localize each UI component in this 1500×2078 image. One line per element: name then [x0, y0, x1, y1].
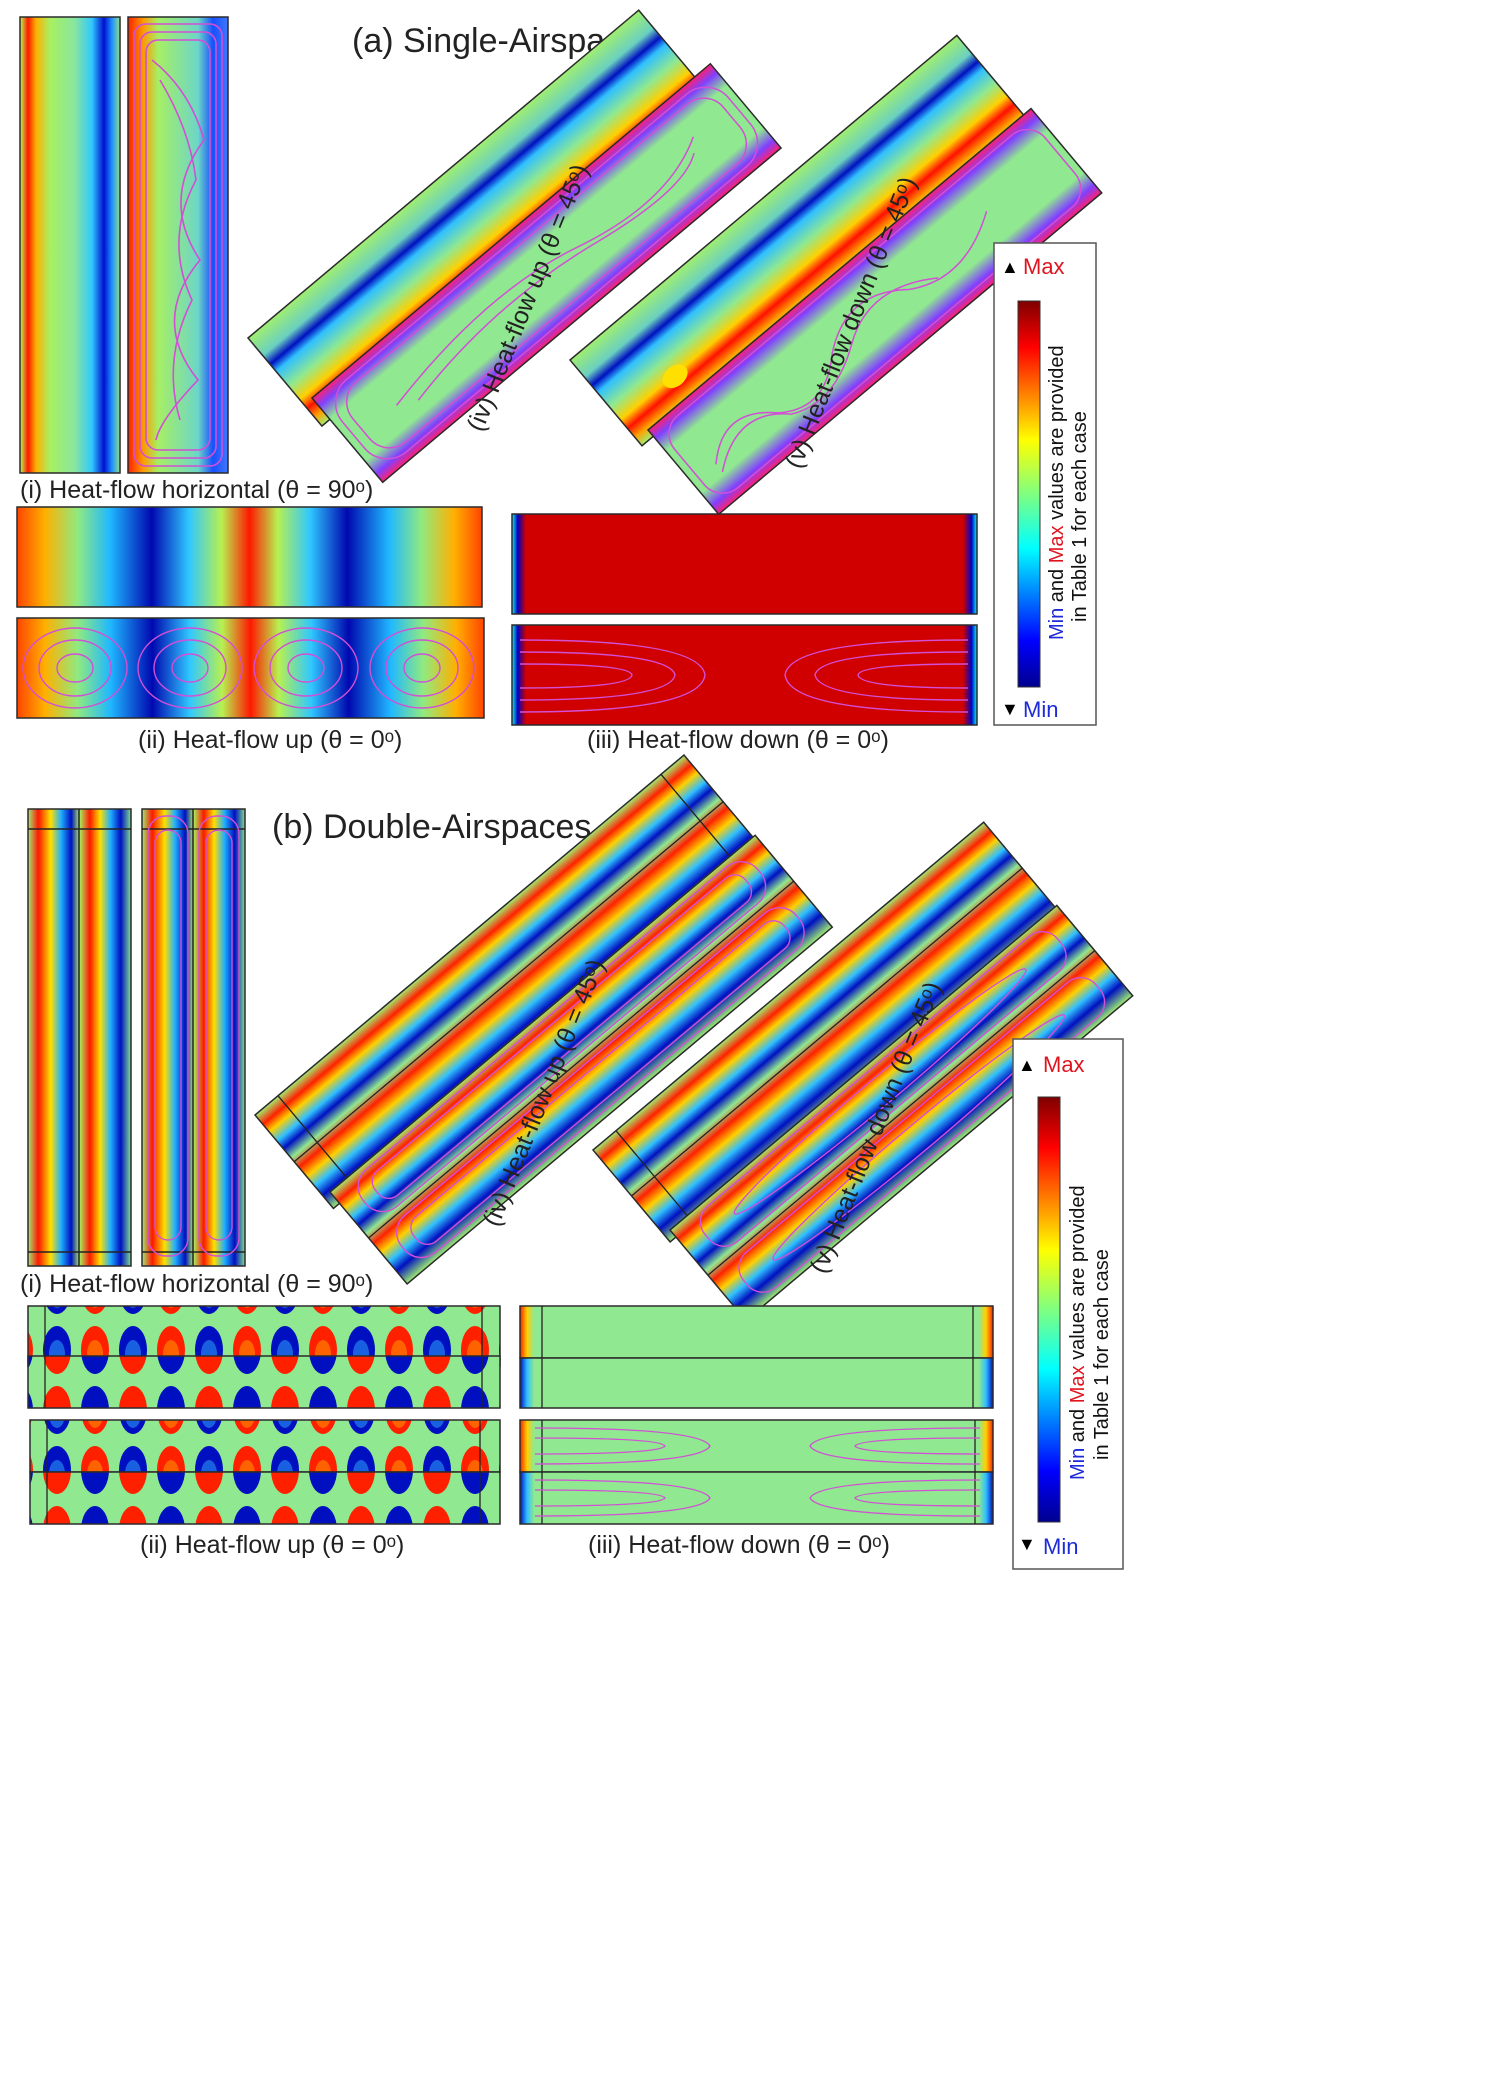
- panel-b-iii-temperature-upper: [519, 1305, 994, 1359]
- legend-b-box: [1012, 1038, 1124, 1570]
- legend-b-note-rest: values are provided: [1067, 1185, 1089, 1365]
- legend-a-note-and: and: [1046, 563, 1068, 607]
- panel-b-v: (v) Heat-flow down (θ = 45ᵒ): [591, 821, 1134, 1322]
- panel-a-ii-caption: (ii) Heat-flow up (θ = 0ᵒ): [138, 726, 402, 754]
- panel-a-i-caption: (i) Heat-flow horizontal (θ = 90ᵒ): [20, 476, 373, 504]
- panel-a-ii-cells: [22, 627, 475, 709]
- panel-b-iii-caption: (iii) Heat-flow down (θ = 0ᵒ): [588, 1531, 890, 1559]
- panel-b-iii-streamlines-upper: [519, 1419, 994, 1473]
- legend-a: ▲ Max ▼ Min Min and Max values are provi…: [993, 242, 1097, 726]
- legend-a-min-arrow: ▼: [1001, 699, 1019, 719]
- legend-b-note-line2: in Table 1 for each case: [1091, 1249, 1113, 1460]
- panel-a-iii-temperature: [511, 513, 978, 615]
- legend-b: ▲ Max ▼ Min Min and Max values are provi…: [1012, 1038, 1124, 1570]
- legend-a-note-line1: Min and Max values are provided: [1046, 345, 1068, 640]
- panel-b-iii-temperature-lower: [519, 1357, 994, 1409]
- legend-a-note-line2: in Table 1 for each case: [1069, 411, 1091, 622]
- legend-b-note-line1: Min and Max values are provided: [1067, 1185, 1089, 1480]
- legend-a-colorbar: [1017, 300, 1041, 688]
- panel-b-ii-streamlines-lower: [29, 1471, 501, 1525]
- section-b-title: (b) Double-Airspaces: [272, 808, 591, 846]
- panel-a-ii-temperature: [16, 506, 483, 608]
- panel-b-i-caption: (i) Heat-flow horizontal (θ = 90ᵒ): [20, 1270, 373, 1298]
- legend-b-note-max: Max: [1067, 1365, 1089, 1403]
- panel-b-i: (i) Heat-flow horizontal (θ = 90ᵒ): [20, 808, 373, 1298]
- panel-a-ii: (ii) Heat-flow up (θ = 0ᵒ): [16, 506, 485, 754]
- legend-a-max-arrow: ▲: [1001, 257, 1019, 277]
- legend-b-note-min: Min: [1067, 1448, 1089, 1480]
- legend-a-note-max: Max: [1046, 525, 1068, 563]
- panel-a-i-streamlines: [127, 16, 229, 474]
- panel-b-iv: (iv) Heat-flow up (θ = 45ᵒ): [253, 753, 834, 1285]
- legend-b-note-and: and: [1067, 1403, 1089, 1447]
- panel-a-iii: (iii) Heat-flow down (θ = 0ᵒ): [511, 513, 978, 754]
- panel-a-i-streamline-set: [133, 23, 223, 467]
- panel-b-iii: (iii) Heat-flow down (θ = 0ᵒ): [519, 1305, 994, 1559]
- panel-a-i-temperature: [19, 16, 121, 474]
- panel-b-ii: (ii) Heat-flow up (θ = 0ᵒ): [27, 1305, 501, 1559]
- panel-b-iii-streamlines-lower: [519, 1471, 994, 1525]
- panel-b-ii-caption: (ii) Heat-flow up (θ = 0ᵒ): [140, 1531, 404, 1559]
- legend-b-min-arrow: ▼: [1018, 1534, 1036, 1554]
- panel-b-ii-streamlines-upper: [29, 1419, 501, 1473]
- panel-a-iii-caption: (iii) Heat-flow down (θ = 0ᵒ): [587, 726, 889, 754]
- legend-b-colorbar: [1037, 1096, 1061, 1523]
- legend-a-min-label: Min: [1023, 697, 1058, 722]
- legend-a-note-min: Min: [1046, 608, 1068, 640]
- legend-a-max-label: Max: [1023, 254, 1065, 279]
- legend-b-max-arrow: ▲: [1018, 1055, 1036, 1075]
- legend-b-max-label: Max: [1043, 1052, 1085, 1077]
- legend-b-min-label: Min: [1043, 1534, 1078, 1559]
- panel-a-iv-streamlines: [310, 62, 783, 484]
- panel-b-ii-temperature-lower: [27, 1355, 501, 1409]
- legend-a-box: [993, 242, 1097, 726]
- panel-a-iii-cells: [519, 639, 969, 713]
- panel-a-i: (i) Heat-flow horizontal (θ = 90ᵒ): [19, 16, 373, 504]
- panel-a-ii-streamlines: [16, 617, 485, 719]
- legend-a-note-rest: values are provided: [1046, 345, 1068, 525]
